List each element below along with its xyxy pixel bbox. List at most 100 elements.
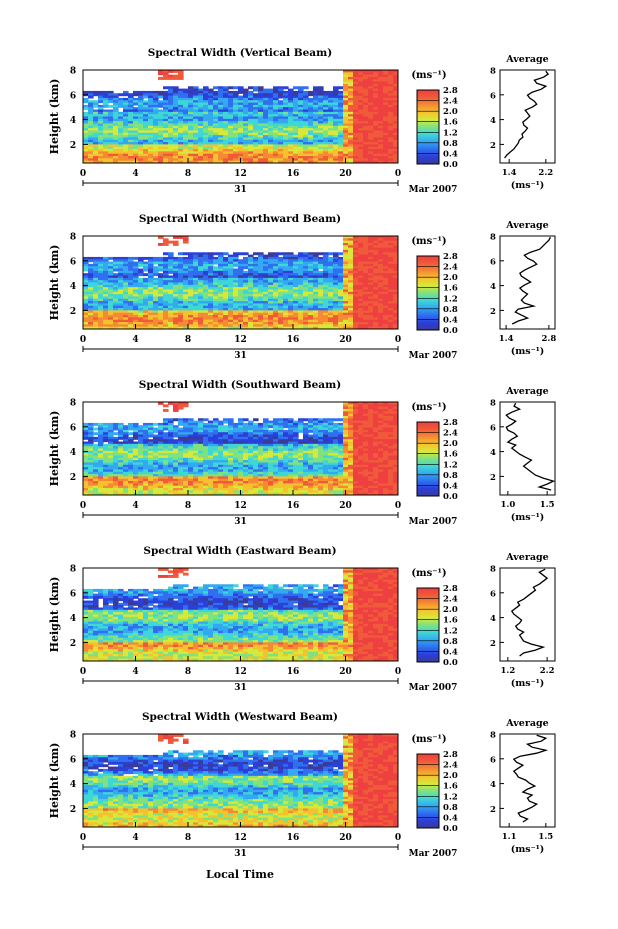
heatmap-cell <box>168 107 174 111</box>
heatmap-cell <box>318 95 324 99</box>
heatmap-cell <box>278 160 284 163</box>
heatmap-cell <box>128 132 134 136</box>
heatmap-cell <box>328 118 334 122</box>
heatmap-cell <box>318 432 324 436</box>
heatmap-cell <box>298 254 304 258</box>
heatmap-cell <box>323 128 329 132</box>
heatmap-cell <box>93 104 99 108</box>
heatmap-cell <box>313 142 319 145</box>
heatmap-cell <box>313 256 319 260</box>
heatmap-cell <box>218 160 224 163</box>
heatmap-cell <box>198 139 204 143</box>
heatmap-cell <box>373 294 379 298</box>
heatmap-cell <box>368 130 374 134</box>
heatmap-cell <box>333 277 339 281</box>
heatmap-cell <box>308 289 314 293</box>
heatmap-cell <box>308 322 314 325</box>
heatmap-cell <box>388 130 394 134</box>
heatmap-cell <box>128 310 134 314</box>
heatmap-cell <box>248 420 254 424</box>
heatmap-cell <box>363 322 369 325</box>
heatmap-cell <box>188 139 194 143</box>
heatmap-cell <box>138 436 144 440</box>
heatmap-cell <box>383 121 389 125</box>
heatmap-cell <box>233 102 239 106</box>
heatmap-cell <box>358 135 364 139</box>
heatmap-cell <box>173 305 179 309</box>
heatmap-cell <box>193 261 199 265</box>
heatmap-cell <box>308 118 314 122</box>
heatmap-cell <box>193 102 199 106</box>
heatmap-cell <box>358 270 364 274</box>
heatmap-cell <box>223 252 229 256</box>
heatmap-cell <box>213 268 219 272</box>
heatmap-cell <box>333 100 339 104</box>
heatmap-cell <box>348 287 354 291</box>
heatmap-cell <box>183 422 189 426</box>
heatmap-cell <box>313 144 319 148</box>
heatmap-cell <box>388 149 394 152</box>
heatmap-cell <box>103 315 109 318</box>
heatmap-cell <box>178 402 184 405</box>
heatmap-cell <box>253 436 259 440</box>
heatmap-cell <box>168 240 174 244</box>
heatmap-cell <box>218 326 224 329</box>
heatmap-cell <box>298 104 304 108</box>
heatmap-cell <box>93 291 99 295</box>
heatmap-cell <box>323 301 329 305</box>
heatmap-cell <box>328 326 334 329</box>
heatmap-cell <box>278 322 284 325</box>
heatmap-cell <box>248 100 254 104</box>
heatmap-cell <box>238 303 244 307</box>
heatmap-cell <box>258 436 264 440</box>
heatmap-cell <box>263 287 269 291</box>
heatmap-cell <box>168 142 174 145</box>
heatmap-cell <box>263 432 269 436</box>
heatmap-cell <box>298 160 304 163</box>
heatmap-cell <box>93 123 99 127</box>
heatmap-cell <box>243 116 249 120</box>
heatmap-cell <box>278 289 284 293</box>
heatmap-cell <box>208 315 214 318</box>
heatmap-cell <box>253 142 259 145</box>
heatmap-cell <box>373 132 379 136</box>
heatmap-cell <box>278 128 284 132</box>
heatmap-cell <box>158 70 164 73</box>
heatmap-cell <box>98 289 104 293</box>
heatmap-cell <box>323 266 329 270</box>
heatmap-cell <box>163 160 169 163</box>
heatmap-cell <box>388 266 394 270</box>
heatmap-cell <box>363 294 369 298</box>
heatmap-cell <box>293 123 299 127</box>
heatmap-cell <box>138 128 144 132</box>
heatmap-cell <box>233 275 239 279</box>
heatmap-cell <box>263 422 269 426</box>
heatmap-cell <box>183 123 189 127</box>
heatmap-cell <box>148 294 154 298</box>
heatmap-cell <box>113 142 119 145</box>
heatmap-cell <box>303 109 309 113</box>
heatmap-cell <box>278 151 284 155</box>
heatmap-cell <box>153 289 159 293</box>
heatmap-cell <box>313 252 319 256</box>
heatmap-cell <box>263 146 269 150</box>
heatmap-cell <box>378 404 384 408</box>
heatmap-cell <box>133 256 139 260</box>
heatmap-cell <box>188 123 194 127</box>
heatmap-cell <box>233 125 239 129</box>
heatmap-cell <box>213 137 219 141</box>
heatmap-cell <box>338 160 344 163</box>
heatmap-cell <box>288 123 294 127</box>
colorbar-tick-label: 1.6 <box>443 284 458 294</box>
heatmap-cell <box>243 95 249 99</box>
heatmap-cell <box>283 121 289 125</box>
heatmap-cell <box>98 118 104 122</box>
heatmap-cell <box>148 284 154 288</box>
heatmap-cell <box>98 298 104 302</box>
heatmap-cell <box>283 135 289 139</box>
heatmap-cell <box>173 90 179 94</box>
heatmap-cell <box>353 315 359 318</box>
heatmap-cell <box>348 415 354 419</box>
heatmap-cell <box>328 317 334 321</box>
heatmap-cell <box>223 268 229 272</box>
